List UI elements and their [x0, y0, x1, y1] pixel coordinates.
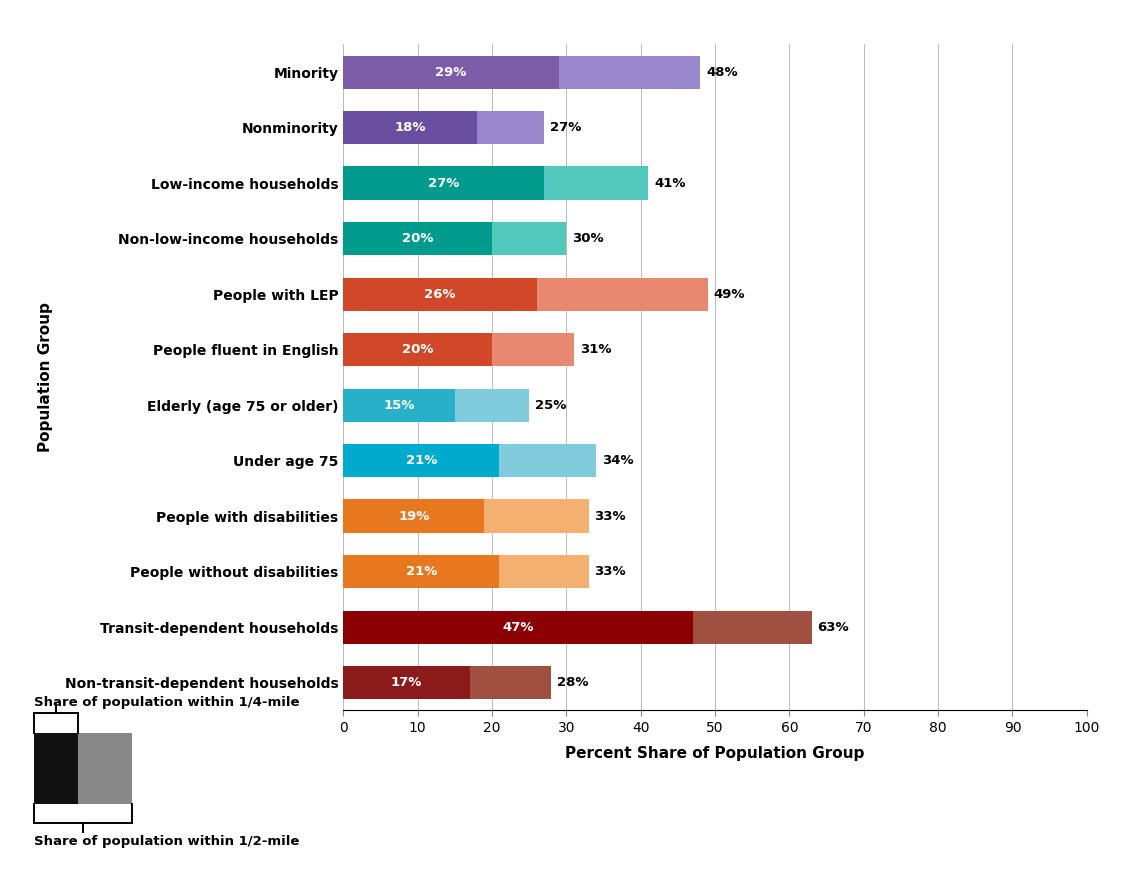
Text: 47%: 47%	[502, 621, 534, 634]
Text: 34%: 34%	[602, 454, 634, 467]
Bar	[343, 389, 529, 422]
Bar	[343, 444, 499, 478]
Bar	[343, 56, 558, 89]
Text: 27%: 27%	[550, 121, 581, 134]
Bar	[343, 167, 648, 200]
Text: 48%: 48%	[706, 66, 738, 79]
Text: Share of population within 1/2-mile: Share of population within 1/2-mile	[34, 835, 300, 848]
Text: 27%: 27%	[428, 177, 459, 190]
Text: Share of population within 1/4-mile: Share of population within 1/4-mile	[34, 695, 300, 709]
Text: 20%: 20%	[402, 232, 434, 245]
Text: 20%: 20%	[402, 343, 434, 356]
Bar	[343, 111, 545, 145]
Bar	[343, 666, 551, 700]
Text: 63%: 63%	[818, 621, 849, 634]
Bar	[343, 499, 588, 533]
Bar	[343, 167, 545, 200]
Bar	[343, 389, 455, 422]
Text: 29%: 29%	[436, 66, 467, 79]
Text: 19%: 19%	[398, 510, 429, 523]
Text: 33%: 33%	[595, 510, 626, 523]
Text: 26%: 26%	[424, 288, 455, 301]
Bar	[343, 56, 700, 89]
Text: 18%: 18%	[395, 121, 426, 134]
Bar	[343, 611, 811, 644]
Text: 33%: 33%	[595, 565, 626, 578]
Bar	[343, 333, 492, 367]
Text: 41%: 41%	[654, 177, 685, 190]
Bar	[343, 666, 469, 700]
Text: 49%: 49%	[714, 288, 745, 301]
Text: 21%: 21%	[406, 565, 437, 578]
Text: 21%: 21%	[406, 454, 437, 467]
Bar	[343, 555, 499, 589]
Bar	[343, 555, 588, 589]
Text: 15%: 15%	[383, 399, 414, 412]
Text: 28%: 28%	[557, 676, 589, 689]
Text: 25%: 25%	[535, 399, 566, 412]
X-axis label: Percent Share of Population Group: Percent Share of Population Group	[565, 746, 865, 761]
Bar	[343, 499, 485, 533]
Text: 31%: 31%	[580, 343, 611, 356]
Text: 17%: 17%	[391, 676, 422, 689]
Bar	[343, 611, 693, 644]
Bar	[343, 222, 492, 256]
Bar	[343, 444, 596, 478]
Bar	[343, 111, 477, 145]
Bar	[343, 333, 573, 367]
Text: 30%: 30%	[572, 232, 604, 245]
Bar	[343, 222, 566, 256]
Bar	[343, 278, 707, 311]
Bar	[343, 278, 537, 311]
Y-axis label: Population Group: Population Group	[39, 303, 54, 452]
